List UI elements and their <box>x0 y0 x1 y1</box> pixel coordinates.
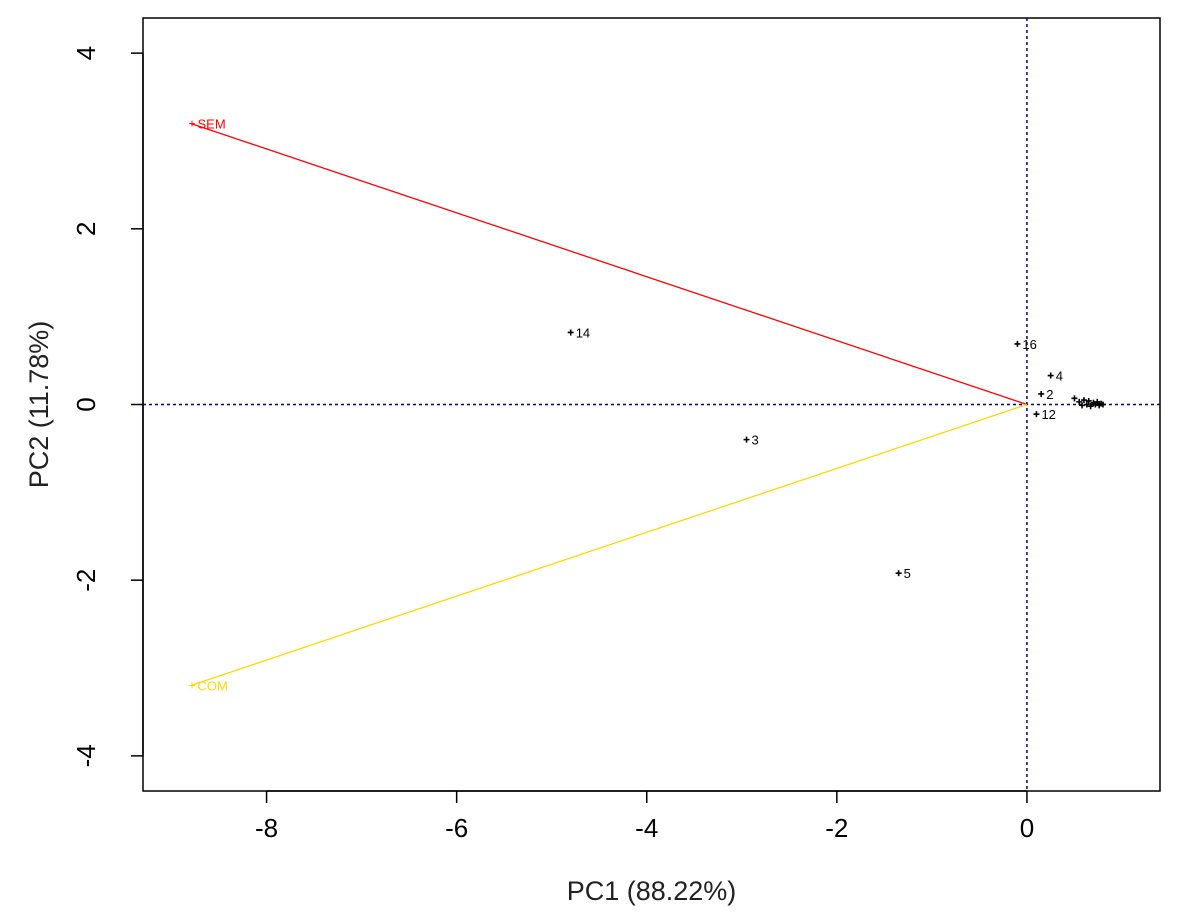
variable-vectors: + SEM+ COM <box>189 116 1028 694</box>
x-tick-label: -8 <box>255 813 278 843</box>
point-marker <box>1076 398 1083 405</box>
vector-marker: + <box>189 116 196 130</box>
point-marker <box>1079 402 1086 409</box>
y-axis-title: PC2 (11.78%) <box>24 321 54 489</box>
point-marker <box>1038 390 1045 397</box>
y-axis: -4 -2 0 2 4 <box>71 46 144 767</box>
x-tick-label: 0 <box>1020 813 1034 843</box>
score-points: 14 3 5 16 42 12 <box>567 325 1106 581</box>
point-marker <box>1047 372 1054 379</box>
point-marker <box>1033 411 1040 418</box>
y-tick-label: 0 <box>71 397 101 411</box>
point-label: 3 <box>752 433 759 448</box>
point-label: 14 <box>576 325 590 340</box>
x-axis: -8 -6 -4 -2 0 <box>255 790 1034 843</box>
point-label: 16 <box>1022 337 1036 352</box>
point-marker <box>1087 403 1094 410</box>
x-tick-label: -2 <box>825 813 848 843</box>
point-marker <box>895 570 902 577</box>
point-marker <box>1099 401 1106 408</box>
vector-label: COM <box>198 679 228 694</box>
y-tick-label: 2 <box>71 222 101 236</box>
point-marker <box>567 329 574 336</box>
point-marker <box>1014 340 1021 347</box>
point-label: 5 <box>904 566 911 581</box>
y-tick-label: -2 <box>71 569 101 592</box>
vector-label: SEM <box>198 116 226 131</box>
x-tick-label: -6 <box>445 813 468 843</box>
vector-sem <box>190 122 1028 406</box>
x-axis-title: PC1 (88.22%) <box>567 876 737 906</box>
point-label: 12 <box>1041 407 1055 422</box>
point-marker <box>1083 401 1090 408</box>
point-label: 4 <box>1056 369 1063 384</box>
y-tick-label: 4 <box>71 46 101 60</box>
vector-com <box>190 403 1028 687</box>
point-marker <box>1071 395 1078 402</box>
vector-marker: + <box>189 679 196 693</box>
point-marker <box>1085 397 1092 404</box>
point-marker <box>743 436 750 443</box>
point-label: 2 <box>1046 387 1053 402</box>
reference-lines <box>143 18 1160 791</box>
point-marker <box>1080 397 1087 404</box>
y-tick-label: -4 <box>71 744 101 767</box>
point-marker <box>1094 398 1101 405</box>
x-tick-label: -4 <box>635 813 658 843</box>
